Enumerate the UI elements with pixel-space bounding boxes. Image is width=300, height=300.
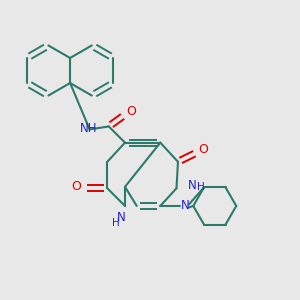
Text: O: O — [71, 180, 81, 193]
Text: H: H — [196, 182, 204, 192]
Text: O: O — [199, 143, 208, 156]
Text: N: N — [181, 200, 190, 212]
Text: NH: NH — [80, 122, 97, 135]
Text: N: N — [117, 211, 126, 224]
Text: N: N — [188, 179, 197, 192]
Text: O: O — [126, 105, 136, 118]
Text: H: H — [112, 218, 119, 228]
